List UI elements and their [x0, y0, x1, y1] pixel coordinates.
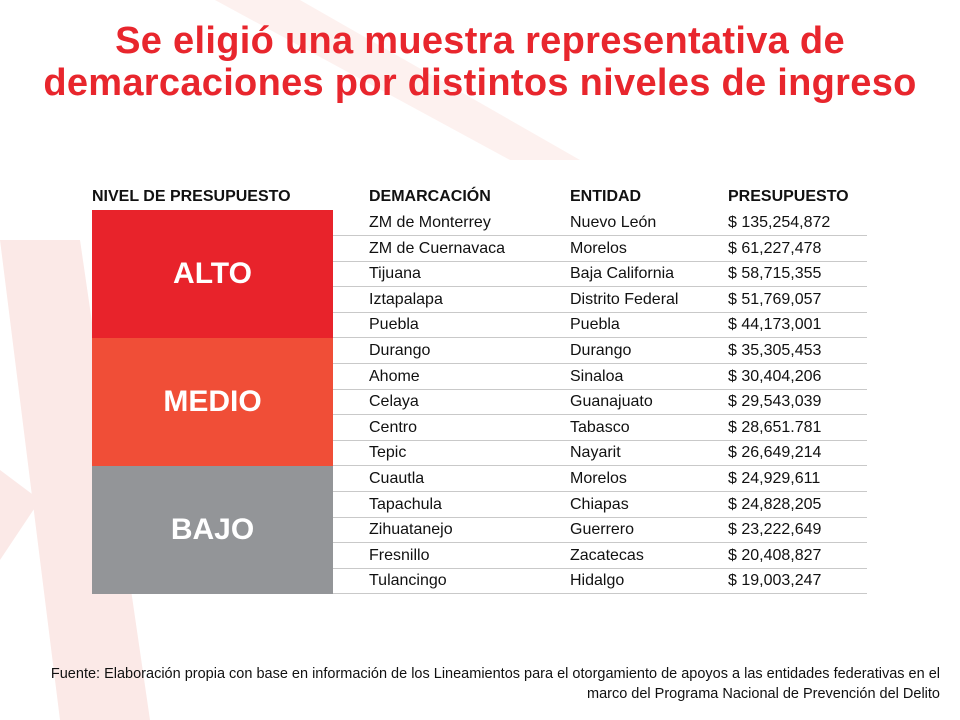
cell-presupuesto: $ 35,305,453 [728, 342, 822, 359]
table-header: NIVEL DE PRESUPUESTO DEMARCACIÓN ENTIDAD… [92, 185, 867, 210]
cell-demarcacion: Tapachula [369, 495, 442, 513]
cell-demarcacion: Tijuana [369, 265, 421, 283]
table-row: Zihuatanejo Guerrero $ 23,222,649 [333, 517, 867, 544]
cell-entidad: Zacatecas [570, 546, 644, 564]
cell-demarcacion: Tulancingo [369, 572, 447, 590]
table-row: Tijuana Baja California $ 58,715,355 [333, 261, 867, 288]
cell-demarcacion: Celaya [369, 393, 419, 411]
cell-entidad: Chiapas [570, 495, 629, 513]
cell-presupuesto: $ 24,929,611 [728, 470, 821, 487]
cell-entidad: Nuevo León [570, 214, 657, 231]
cell-presupuesto: $ 24,828,205 [728, 495, 822, 513]
cell-demarcacion: Durango [369, 342, 431, 359]
table-row: Tepic Nayarit $ 26,649,214 [333, 440, 867, 467]
cell-demarcacion: Tepic [369, 444, 407, 462]
cell-demarcacion: Iztapalapa [369, 290, 443, 308]
cell-entidad: Morelos [570, 239, 627, 257]
cell-entidad: Hidalgo [570, 572, 625, 590]
cell-demarcacion: Fresnillo [369, 546, 430, 564]
cell-demarcacion: Zihuatanejo [369, 521, 453, 539]
cell-entidad: Guanajuato [570, 393, 653, 411]
cell-presupuesto: $ 44,173,001 [728, 316, 822, 334]
cell-demarcacion: ZM de Monterrey [369, 214, 491, 231]
table-row: Ahome Sinaloa $ 30,404,206 [333, 364, 867, 390]
table-row: Cuautla Morelos $ 24,929,611 [333, 466, 867, 492]
header-entidad: ENTIDAD [570, 188, 642, 205]
table-row: Puebla Puebla $ 44,173,001 [333, 312, 867, 339]
cell-entidad: Distrito Federal [570, 290, 679, 308]
cell-demarcacion: ZM de Cuernavaca [369, 239, 506, 257]
cell-presupuesto: $ 28,651.781 [728, 418, 822, 436]
budget-table: NIVEL DE PRESUPUESTO DEMARCACIÓN ENTIDAD… [92, 185, 867, 619]
cell-demarcacion: Centro [369, 418, 418, 436]
cell-entidad: Tabasco [570, 418, 630, 436]
cell-entidad: Durango [570, 342, 632, 359]
cell-entidad: Sinaloa [570, 367, 624, 385]
table-row: ZM de Monterrey Nuevo León $ 135,254,872 [333, 210, 867, 236]
cell-presupuesto: $ 20,408,827 [728, 546, 822, 564]
level-block-bajo: BAJO [92, 466, 333, 594]
table-row: Celaya Guanajuato $ 29,543,039 [333, 389, 867, 416]
cell-presupuesto: $ 26,649,214 [728, 444, 822, 462]
table-row: Tapachula Chiapas $ 24,828,205 [333, 492, 867, 518]
cell-presupuesto: $ 30,404,206 [728, 367, 822, 385]
cell-entidad: Puebla [570, 316, 620, 334]
cell-presupuesto: $ 19,003,247 [728, 572, 822, 590]
cell-presupuesto: $ 51,769,057 [728, 290, 822, 308]
cell-demarcacion: Puebla [369, 316, 419, 334]
header-nivel: NIVEL DE PRESUPUESTO [92, 188, 291, 205]
cell-entidad: Nayarit [570, 444, 621, 462]
header-demarcacion: DEMARCACIÓN [369, 188, 491, 205]
table-row: Centro Tabasco $ 28,651.781 [333, 415, 867, 441]
slide-title: Se eligió una muestra representativa de … [43, 20, 917, 104]
cell-demarcacion: Cuautla [369, 470, 425, 487]
header-presupuesto: PRESUPUESTO [728, 188, 849, 205]
source-note: Fuente: Elaboración propia con base en i… [50, 666, 940, 702]
cell-presupuesto: $ 135,254,872 [728, 214, 831, 231]
cell-demarcacion: Ahome [369, 367, 420, 385]
cell-entidad: Baja California [570, 265, 675, 283]
cell-presupuesto: $ 61,227,478 [728, 239, 822, 257]
table-body: ALTO ZM de Monterrey Nuevo León $ 135,254,8… [92, 210, 867, 619]
cell-entidad: Morelos [570, 470, 627, 487]
cell-entidad: Guerrero [570, 521, 635, 539]
table-row: Iztapalapa Distrito Federal $ 51,769,057 [333, 287, 867, 313]
level-block-medio: MEDIO [92, 338, 333, 466]
table-row: Durango Durango $ 35,305,453 [333, 338, 867, 364]
cell-presupuesto: $ 29,543,039 [728, 393, 822, 411]
cell-presupuesto: $ 23,222,649 [728, 521, 822, 539]
table-row: Tulancingo Hidalgo $ 19,003,247 [333, 568, 867, 595]
table-row: ZM de Cuernavaca Morelos $ 61,227,478 [333, 236, 867, 262]
table-row: Fresnillo Zacatecas $ 20,408,827 [333, 543, 867, 569]
cell-presupuesto: $ 58,715,355 [728, 265, 822, 283]
level-block-alto: ALTO [92, 210, 333, 338]
